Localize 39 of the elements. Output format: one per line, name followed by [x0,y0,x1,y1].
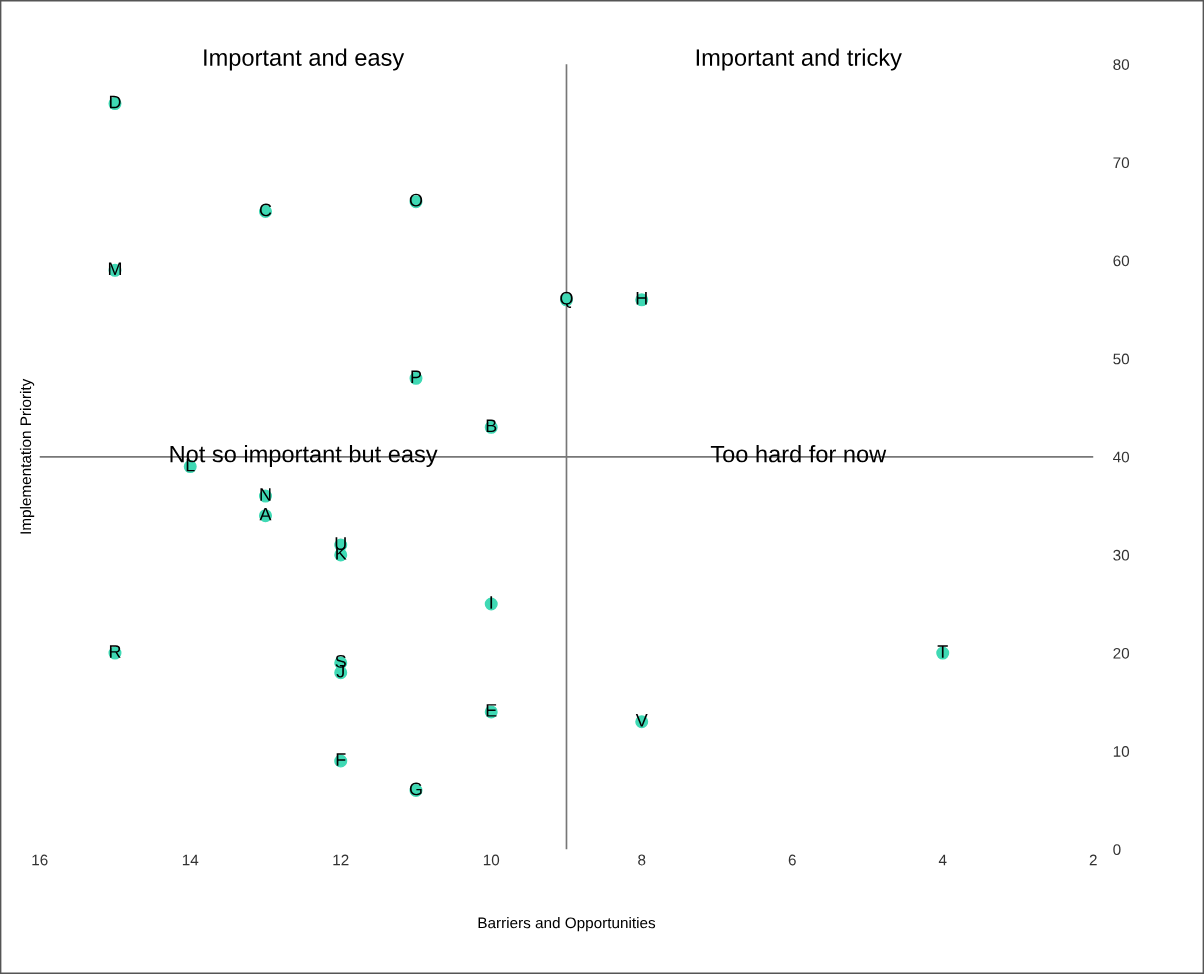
y-tick-label: 70 [1113,157,1130,169]
annotation: G [409,782,422,796]
annotation: P [411,370,422,383]
annotation: E [486,704,497,717]
annotation: Important and easy [204,48,405,71]
annotation: I [490,596,493,609]
y-axis-title: Implementation Priority [19,378,35,534]
annotation: Too hard for now [710,445,887,463]
x-tick-label: 6 [788,854,796,866]
annotation: D [109,95,121,109]
annotation: Important and tricky [696,48,902,71]
annotation: H [636,292,647,305]
x-tick-label: 2 [1089,854,1097,866]
annotation: T [937,645,948,658]
y-tick-label: 40 [1113,451,1130,463]
y-tick-label: 20 [1113,647,1130,659]
annotation: R [109,645,121,658]
annotation: N [260,488,271,501]
annotation: C [259,203,272,217]
x-tick-label: 16 [32,854,48,866]
annotation: A [259,507,272,521]
annotation: B [486,419,497,433]
annotation: M [108,262,122,276]
y-tick-label: 80 [1113,59,1130,70]
x-tick-label: 4 [938,854,947,866]
y-tick-label: 50 [1113,353,1130,365]
x-tick-label: 10 [483,854,500,866]
annotation: Q [560,291,573,308]
annotation: V [635,714,648,727]
annotation: O [409,193,423,207]
x-tick-label: 14 [182,854,199,866]
annotation: F [336,753,346,766]
y-tick-label: 10 [1113,746,1130,757]
x-tick-label: 8 [638,854,646,866]
x-tick-label: 12 [333,854,349,866]
y-tick-label: 30 [1113,549,1130,561]
y-tick-label: 0 [1113,844,1121,856]
y-tick-label: 60 [1113,255,1130,267]
x-axis-title: Barriers and Opportunities [478,917,656,932]
